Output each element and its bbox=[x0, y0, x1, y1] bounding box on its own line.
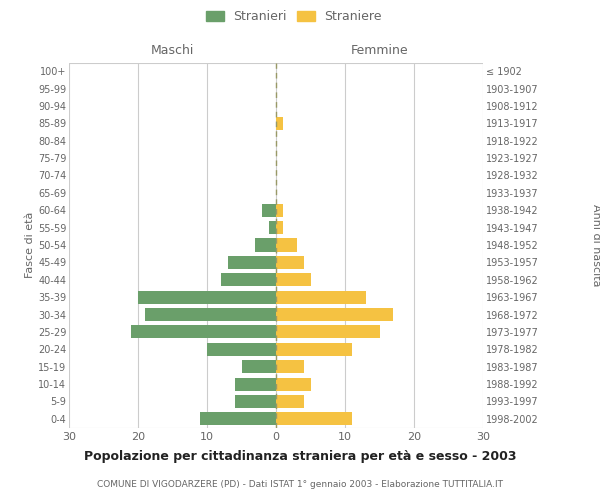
Bar bbox=[207, 343, 276, 356]
Bar bbox=[276, 273, 311, 286]
Bar bbox=[200, 412, 276, 426]
Bar bbox=[276, 360, 304, 373]
Bar bbox=[262, 204, 276, 217]
Bar bbox=[276, 308, 394, 321]
Bar bbox=[235, 395, 276, 408]
Bar bbox=[145, 308, 276, 321]
Bar bbox=[241, 360, 276, 373]
Bar bbox=[256, 238, 276, 252]
Bar bbox=[276, 395, 304, 408]
Bar bbox=[276, 290, 366, 304]
Text: COMUNE DI VIGODARZERE (PD) - Dati ISTAT 1° gennaio 2003 - Elaborazione TUTTITALI: COMUNE DI VIGODARZERE (PD) - Dati ISTAT … bbox=[97, 480, 503, 489]
Bar bbox=[235, 378, 276, 390]
Y-axis label: Anni di nascita: Anni di nascita bbox=[591, 204, 600, 286]
Text: Popolazione per cittadinanza straniera per età e sesso - 2003: Popolazione per cittadinanza straniera p… bbox=[84, 450, 516, 463]
Bar bbox=[228, 256, 276, 269]
Text: Femmine: Femmine bbox=[350, 44, 409, 58]
Bar bbox=[276, 204, 283, 217]
Bar bbox=[276, 221, 283, 234]
Text: Maschi: Maschi bbox=[151, 44, 194, 58]
Bar bbox=[276, 343, 352, 356]
Y-axis label: Fasce di età: Fasce di età bbox=[25, 212, 35, 278]
Bar bbox=[276, 256, 304, 269]
Bar bbox=[276, 238, 296, 252]
Bar bbox=[269, 221, 276, 234]
Bar bbox=[276, 326, 380, 338]
Bar bbox=[276, 117, 283, 130]
Bar bbox=[276, 412, 352, 426]
Bar bbox=[221, 273, 276, 286]
Bar bbox=[138, 290, 276, 304]
Bar bbox=[131, 326, 276, 338]
Legend: Stranieri, Straniere: Stranieri, Straniere bbox=[202, 6, 386, 26]
Bar bbox=[276, 378, 311, 390]
